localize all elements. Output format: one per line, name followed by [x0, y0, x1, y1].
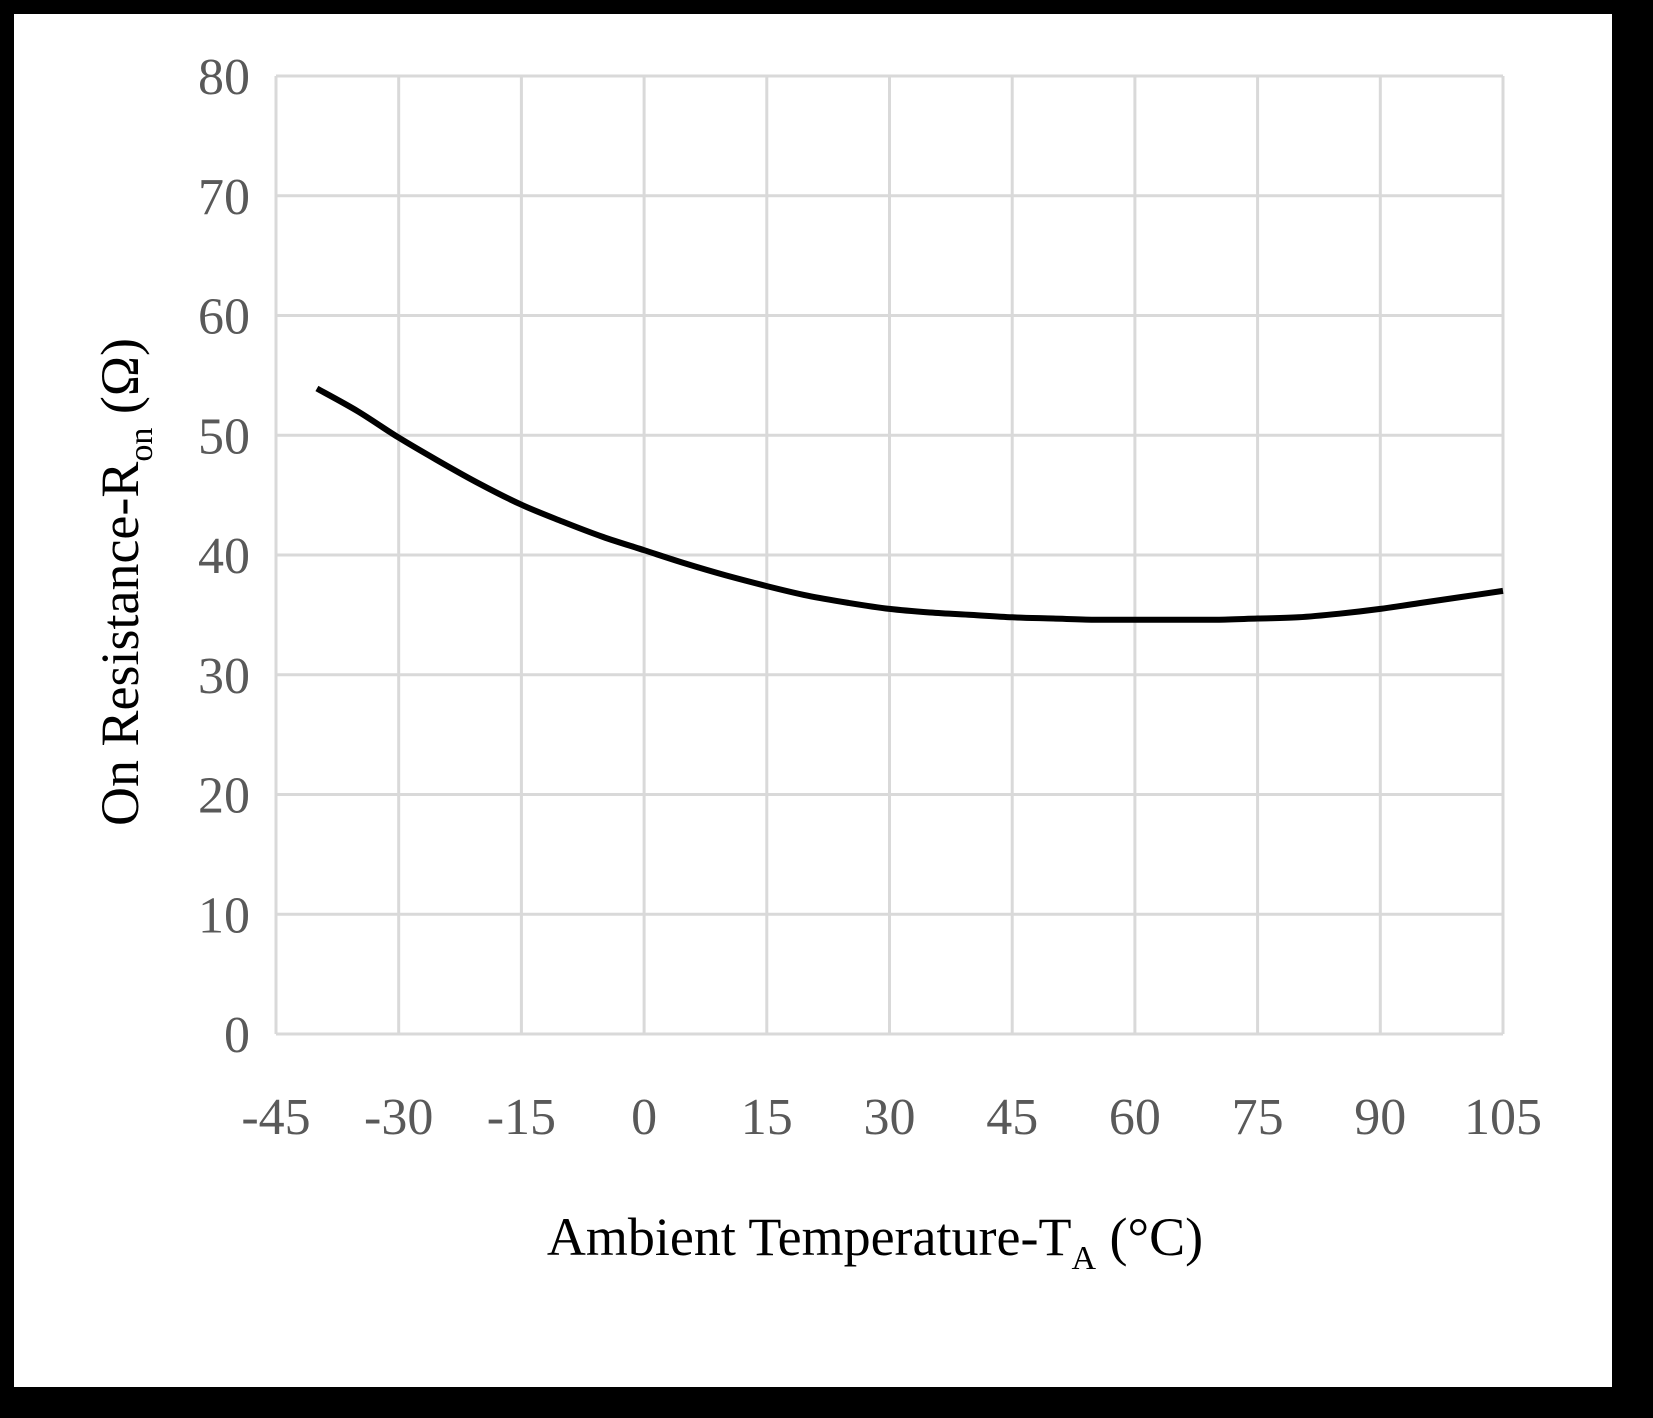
y-tick-label: 50	[198, 408, 250, 465]
x-tick-label: 90	[1354, 1089, 1406, 1146]
series-layer	[315, 385, 1504, 623]
x-tick-label: 45	[986, 1089, 1038, 1146]
y-axis-title-main: On Resistance-R	[90, 462, 150, 826]
y-tick-labels: 0 10 20 30 40 50 60 70 80	[198, 49, 250, 1064]
y-axis-title: On Resistance-Ron (Ω)	[90, 338, 160, 826]
series-line-ron	[315, 385, 1504, 623]
y-tick-label: 60	[198, 289, 250, 346]
x-axis-title-unit: (°C)	[1096, 1207, 1203, 1267]
x-tick-label: -15	[487, 1089, 556, 1146]
x-tick-labels: -45 -30 -15 0 15 30 45 60 75 90 105	[241, 1089, 1542, 1146]
x-tick-label: 60	[1109, 1089, 1161, 1146]
x-tick-label: -30	[364, 1089, 433, 1146]
y-axis-title-subscript: on	[123, 428, 160, 462]
x-tick-label: 30	[864, 1089, 916, 1146]
chart-frame: -45 -30 -15 0 15 30 45 60 75 90 105 0 10 20 30 40 50 60 7…	[14, 14, 1612, 1387]
x-axis-title-subscript: A	[1071, 1240, 1096, 1277]
x-axis-title-main: Ambient Temperature-T	[547, 1207, 1072, 1267]
y-tick-label: 20	[198, 768, 250, 825]
gridlines	[274, 74, 1505, 1036]
x-tick-label: 105	[1464, 1089, 1542, 1146]
x-tick-label: 0	[631, 1089, 657, 1146]
x-axis-title: Ambient Temperature-TA (°C)	[547, 1207, 1203, 1277]
x-tick-label: -45	[241, 1089, 310, 1146]
y-tick-label: 0	[224, 1007, 250, 1064]
y-tick-label: 80	[198, 49, 250, 106]
y-tick-label: 30	[198, 648, 250, 705]
y-tick-label: 70	[198, 169, 250, 226]
chart: -45 -30 -15 0 15 30 45 60 75 90 105 0 10 20 30 40 50 60 7…	[90, 49, 1542, 1277]
x-tick-label: 15	[741, 1089, 793, 1146]
x-tick-label: 75	[1232, 1089, 1284, 1146]
y-tick-label: 10	[198, 887, 250, 944]
y-tick-label: 40	[198, 528, 250, 585]
y-axis-title-unit: (Ω)	[90, 338, 150, 428]
